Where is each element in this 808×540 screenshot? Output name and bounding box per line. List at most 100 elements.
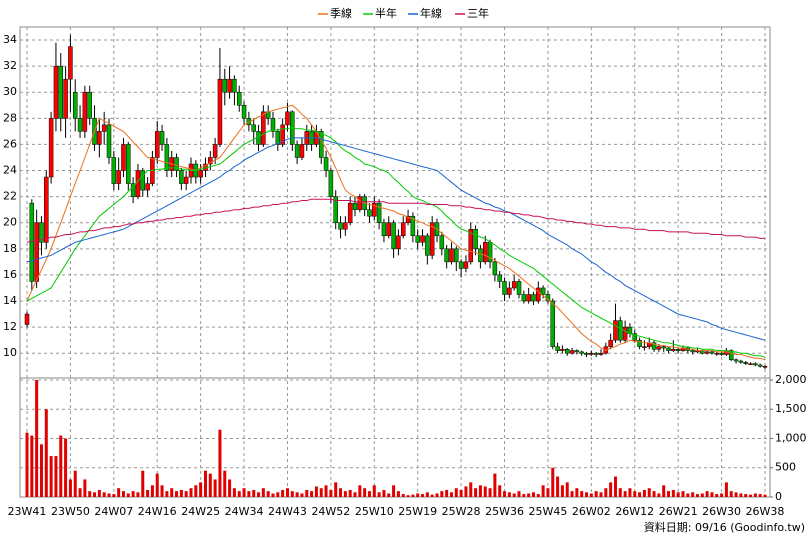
volume-bar [474, 488, 478, 497]
volume-bar [213, 479, 217, 497]
candle-body [318, 131, 324, 158]
candle-body [135, 170, 141, 197]
candle-body [352, 202, 358, 210]
candle-body [111, 157, 117, 184]
volume-bar [228, 479, 232, 497]
x-tick-label: 25W45 [529, 505, 568, 518]
volume-bar [189, 488, 193, 497]
moving-average-line [26, 198, 765, 243]
x-tick-label: 24W16 [138, 505, 177, 518]
volume-bar [295, 492, 299, 497]
volume-bar [478, 485, 482, 497]
volume-bar [59, 435, 63, 497]
candle-body [164, 144, 170, 171]
volume-bar [261, 488, 265, 497]
candle-body [217, 78, 223, 145]
candle-body [376, 202, 382, 223]
candle-body [116, 170, 121, 184]
volume-bar [117, 488, 121, 497]
volume-bar [218, 429, 222, 497]
volume-bar [546, 488, 550, 497]
volume-bar [459, 489, 463, 497]
volume-bar [93, 492, 97, 497]
volume-bar [131, 491, 135, 497]
candle-body [410, 215, 416, 237]
volume-bar [681, 491, 685, 497]
x-tick-label: 24W07 [94, 505, 133, 518]
volume-bar [749, 494, 753, 497]
candle-body [126, 144, 131, 184]
volume-bar [729, 491, 733, 497]
volume-bar [556, 476, 560, 497]
volume-bar [281, 489, 285, 497]
candle-body [637, 339, 642, 347]
x-tick-label: 24W52 [311, 505, 350, 518]
volume-bar [715, 494, 719, 497]
volume-bar [527, 493, 531, 497]
volume-bar [454, 488, 458, 497]
candle-body [236, 91, 242, 106]
candle-body [159, 131, 165, 145]
candle-body [97, 131, 102, 145]
volume-bar [560, 485, 564, 497]
volume-bar [290, 491, 294, 497]
candle-body [589, 352, 594, 355]
volume-bar [503, 491, 507, 497]
y-tick-label: 28 [3, 111, 17, 124]
volume-bar [483, 486, 487, 497]
volume-bar [406, 495, 410, 497]
candle-body [536, 287, 541, 302]
y-tick-label: 26 [3, 137, 17, 150]
candle-body [521, 294, 527, 302]
legend-label: 年線 [420, 6, 442, 20]
candle-body [222, 78, 228, 93]
volume-bar [25, 432, 29, 497]
y2-tick-label: 0 [775, 490, 782, 503]
candle-body [753, 363, 758, 366]
candle-body [511, 281, 517, 289]
volume-bar [184, 491, 188, 497]
candle-body [48, 118, 54, 178]
candle-body [560, 349, 565, 351]
volume-bar [223, 470, 227, 497]
candle-body [343, 222, 348, 230]
volume-bar [613, 476, 617, 497]
candle-body [738, 360, 744, 363]
volume-bar [271, 493, 275, 497]
candle-body [333, 196, 338, 223]
volume-bar [628, 488, 632, 497]
volume-bar [392, 485, 396, 497]
x-tick-label: 23W41 [8, 505, 47, 518]
candle-body [154, 131, 160, 158]
volume-bar [78, 488, 82, 497]
volume-bar [247, 491, 251, 497]
candle-body [690, 350, 695, 353]
volume-bar [310, 491, 314, 497]
volume-bar [83, 479, 87, 497]
volume-bar [618, 488, 622, 497]
volume-bar [300, 493, 304, 497]
candle-body [656, 346, 662, 350]
volume-bar [319, 488, 323, 497]
volume-bar [329, 489, 333, 497]
candle-body [101, 124, 107, 132]
y-tick-label: 24 [3, 164, 17, 177]
candle-body [526, 294, 531, 302]
candle-body [502, 281, 507, 295]
candle-body [232, 78, 237, 93]
source-note: 資料日期: 09/16 (Goodinfo.tw) [644, 520, 805, 534]
volume-bar [257, 492, 261, 497]
candle-body [280, 124, 285, 145]
y-tick-label: 32 [3, 59, 17, 72]
volume-bar [633, 491, 637, 497]
volume-bar [488, 488, 492, 497]
x-tick-label: 26W38 [746, 505, 785, 518]
y-tick-label: 10 [3, 346, 17, 359]
volume-bar [551, 467, 555, 497]
moving-average-line [26, 104, 766, 361]
candle-body [82, 91, 88, 132]
volume-bar [314, 486, 318, 497]
x-tick-label: 24W34 [225, 505, 264, 518]
volume-bar [642, 489, 646, 497]
candle-body [58, 65, 64, 119]
